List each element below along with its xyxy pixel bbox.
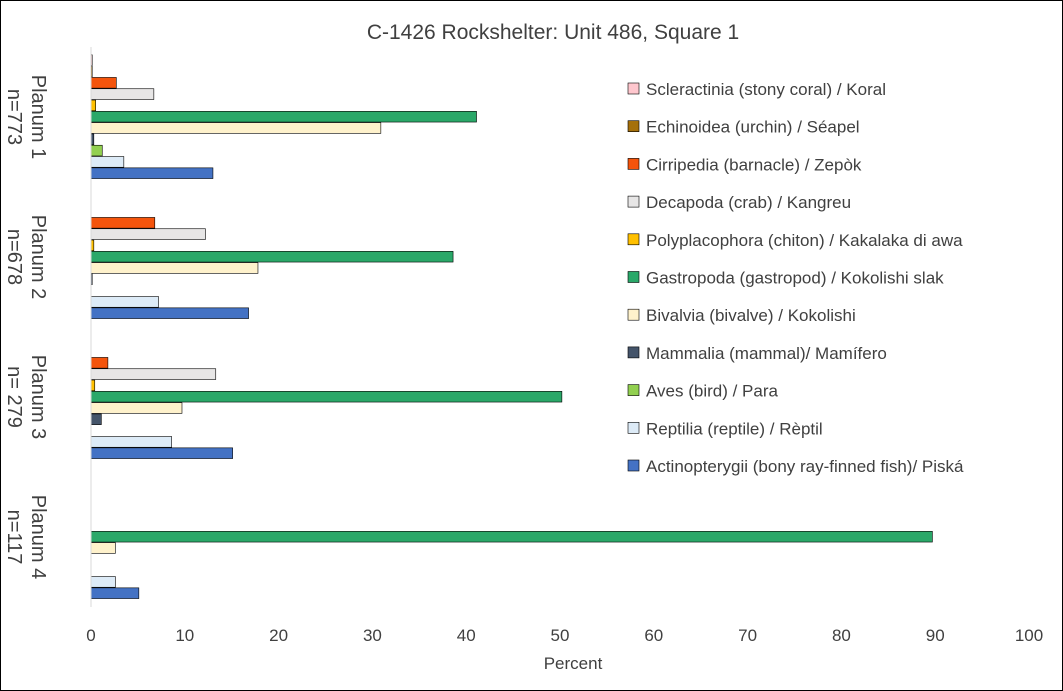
legend-swatch [627,271,640,283]
bar [90,251,454,263]
x-axis-label: Percent [544,654,603,673]
category-label: Planum 1n=773 [3,75,49,160]
bar [90,262,259,274]
bar [90,587,140,599]
x-tick-label: 100 [1015,626,1043,645]
x-tick-label: 10 [175,626,194,645]
category-label: Planum 3n= 279 [3,355,49,440]
bar [90,402,183,414]
legend-swatch [627,421,640,434]
bar [90,391,563,403]
bar [90,542,116,554]
legend-label: Decapoda (crab) / Kangreu [646,193,851,212]
legend-label: Bivalvia (bivalve) / Kokolishi [646,306,856,325]
bar [90,111,477,123]
bar [90,228,206,240]
bar [90,379,96,392]
bar [90,296,159,308]
legend-swatch [627,120,640,132]
legend-swatch [627,308,640,321]
bar [90,77,117,89]
legend-swatch [627,459,640,472]
bar [90,217,156,229]
x-tick-label: 20 [269,626,288,645]
bar [90,307,249,319]
bar [90,167,214,179]
bar [90,357,109,369]
legend-label: Polyplacophora (chiton) / Kakalaka di aw… [646,231,963,250]
bar [90,576,116,588]
bar [90,531,933,543]
legend-label: Actinopterygii (bony ray-finned fish)/ P… [646,457,964,476]
x-tick-label: 90 [926,626,945,645]
legend-swatch [627,233,640,246]
legend-label: Mammalia (mammal)/ Mamífero [646,344,887,363]
x-tick-label: 0 [86,626,95,645]
x-tick-label: 50 [551,626,570,645]
bars [90,54,933,599]
x-tick-label: 30 [363,626,382,645]
x-axis-ticks: 0 10 20 30 40 50 60 70 80 90 100 [86,626,1043,645]
bar [90,144,103,157]
legend: Scleractinia (stony coral) / Koral Echino… [627,80,964,476]
legend-swatch [627,384,640,396]
legend-swatch [627,195,640,208]
bar [90,122,382,134]
legend-label: Scleractinia (stony coral) / Koral [646,80,886,99]
legend-swatch [627,158,640,170]
category-label: Planum 2n=678 [3,215,49,300]
chart-title: C-1426 Rockshelter: Unit 486, Square 1 [367,21,739,44]
bar [90,368,217,380]
bar [90,99,96,112]
legend-label: Reptilia (reptile) / Rèptil [646,419,823,438]
x-tick-label: 40 [457,626,476,645]
legend-label: Aves (bird) / Para [646,382,779,401]
x-tick-label: 80 [832,626,851,645]
legend-label: Echinoidea (urchin) / Séapel [646,118,860,137]
legend-label: Gastropoda (gastropod) / Kokolishi slak [646,269,944,288]
bar [90,88,155,100]
legend-swatch [627,346,640,359]
bar [90,156,125,168]
x-tick-label: 60 [644,626,663,645]
bar [90,413,102,425]
legend-swatch [627,82,640,95]
bar [90,447,233,459]
category-labels: Planum 1n=773 Planum 2n=678 Planum 3n= 279… [3,75,49,580]
legend-label: Cirripedia (barnacle) / Zepòk [646,155,862,174]
category-label: Planum 4n=117 [3,495,49,580]
bar [90,436,172,448]
x-tick-label: 70 [738,626,757,645]
